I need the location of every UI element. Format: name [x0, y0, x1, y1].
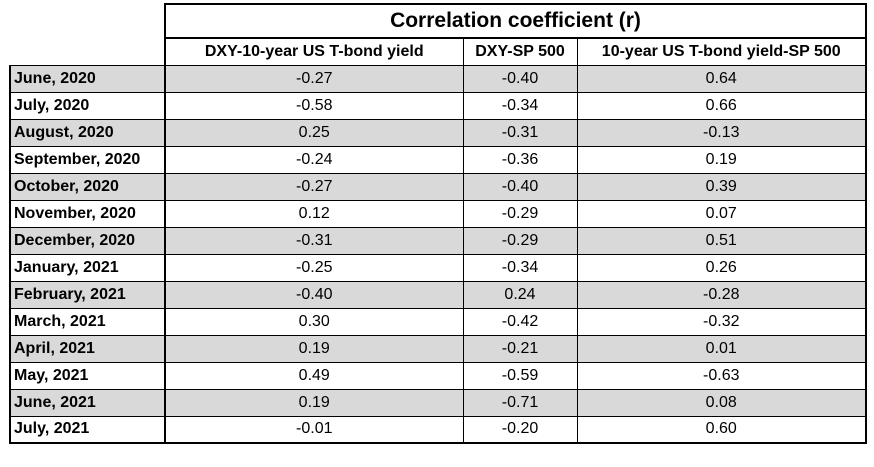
- table-cell: 0.25: [164, 118, 464, 147]
- row-label: July, 2020: [9, 91, 166, 120]
- table-cell: -0.36: [462, 145, 578, 174]
- table-row: November, 2020 0.12 -0.29 0.07: [9, 199, 867, 228]
- table-cell: 0.08: [576, 388, 867, 417]
- correlation-table: Correlation coefficient (r) DXY-10-year …: [9, 3, 867, 444]
- table-cell: -0.29: [462, 226, 578, 255]
- table-cell: 0.26: [576, 253, 867, 282]
- title-row: Correlation coefficient (r): [10, 3, 867, 39]
- column-header-dxy-tbond: DXY-10-year US T-bond yield: [164, 37, 464, 66]
- table-cell: -0.25: [164, 253, 464, 282]
- table-row: December, 2020 -0.31 -0.29 0.51: [9, 226, 867, 255]
- column-header-row: DXY-10-year US T-bond yield DXY-SP 500 1…: [10, 37, 867, 66]
- table-cell: 0.64: [576, 64, 867, 93]
- table-row: January, 2021 -0.25 -0.34 0.26: [9, 253, 867, 282]
- table-cell: -0.40: [462, 64, 578, 93]
- table-cell: -0.27: [164, 172, 464, 201]
- table-cell: 0.49: [164, 361, 464, 390]
- table-cell: -0.31: [462, 118, 578, 147]
- table-row: July, 2020 -0.58 -0.34 0.66: [9, 91, 867, 120]
- table-row: October, 2020 -0.27 -0.40 0.39: [9, 172, 867, 201]
- table-cell: -0.01: [164, 415, 464, 444]
- table-row: March, 2021 0.30 -0.42 -0.32: [9, 307, 867, 336]
- table-cell: 0.19: [164, 334, 464, 363]
- table-cell: 0.51: [576, 226, 867, 255]
- table-cell: -0.31: [164, 226, 464, 255]
- row-label: April, 2021: [9, 334, 166, 363]
- table-cell: -0.63: [576, 361, 867, 390]
- row-label: November, 2020: [9, 199, 166, 228]
- table-cell: 0.39: [576, 172, 867, 201]
- corner-blank: [10, 4, 165, 38]
- table-row: September, 2020 -0.24 -0.36 0.19: [9, 145, 867, 174]
- table-cell: 0.12: [164, 199, 464, 228]
- table-cell: -0.21: [462, 334, 578, 363]
- table-row: February, 2021 -0.40 0.24 -0.28: [9, 280, 867, 309]
- row-label: December, 2020: [9, 226, 166, 255]
- table-cell: -0.71: [462, 388, 578, 417]
- table-cell: 0.60: [576, 415, 867, 444]
- row-label: August, 2020: [9, 118, 166, 147]
- table-row: June, 2021 0.19 -0.71 0.08: [9, 388, 867, 417]
- table-cell: -0.20: [462, 415, 578, 444]
- row-label: June, 2021: [9, 388, 166, 417]
- table-cell: 0.01: [576, 334, 867, 363]
- row-label: June, 2020: [9, 64, 166, 93]
- table-title: Correlation coefficient (r): [164, 3, 867, 39]
- column-header-tbond-sp500: 10-year US T-bond yield-SP 500: [576, 37, 867, 66]
- table-cell: 0.66: [576, 91, 867, 120]
- table-cell: 0.19: [576, 145, 867, 174]
- table-cell: -0.24: [164, 145, 464, 174]
- table-cell: -0.42: [462, 307, 578, 336]
- table-row: August, 2020 0.25 -0.31 -0.13: [9, 118, 867, 147]
- table-row: June, 2020 -0.27 -0.40 0.64: [9, 64, 867, 93]
- table-cell: 0.24: [462, 280, 578, 309]
- row-label: October, 2020: [9, 172, 166, 201]
- table-cell: -0.40: [164, 280, 464, 309]
- table-cell: -0.34: [462, 91, 578, 120]
- table-cell: -0.28: [576, 280, 867, 309]
- table-body: Correlation coefficient (r) DXY-10-year …: [9, 3, 867, 444]
- table-cell: -0.13: [576, 118, 867, 147]
- row-label: January, 2021: [9, 253, 166, 282]
- corner-blank-2: [10, 38, 165, 65]
- row-label: September, 2020: [9, 145, 166, 174]
- table-cell: -0.59: [462, 361, 578, 390]
- table-row: April, 2021 0.19 -0.21 0.01: [9, 334, 867, 363]
- table-cell: -0.27: [164, 64, 464, 93]
- table-cell: 0.30: [164, 307, 464, 336]
- table-row: May, 2021 0.49 -0.59 -0.63: [9, 361, 867, 390]
- table-cell: -0.32: [576, 307, 867, 336]
- table-cell: 0.07: [576, 199, 867, 228]
- table-cell: -0.40: [462, 172, 578, 201]
- table-row: July, 2021 -0.01 -0.20 0.60: [9, 415, 867, 444]
- column-header-dxy-sp500: DXY-SP 500: [462, 37, 578, 66]
- row-label: February, 2021: [9, 280, 166, 309]
- table-cell: 0.19: [164, 388, 464, 417]
- table-cell: -0.29: [462, 199, 578, 228]
- table-cell: -0.58: [164, 91, 464, 120]
- table-cell: -0.34: [462, 253, 578, 282]
- row-label: March, 2021: [9, 307, 166, 336]
- row-label: May, 2021: [9, 361, 166, 390]
- row-label: July, 2021: [9, 415, 166, 444]
